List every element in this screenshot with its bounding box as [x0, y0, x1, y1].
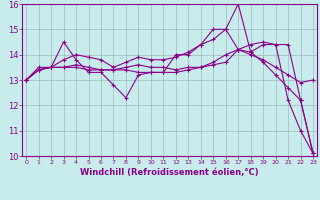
X-axis label: Windchill (Refroidissement éolien,°C): Windchill (Refroidissement éolien,°C) — [80, 168, 259, 177]
